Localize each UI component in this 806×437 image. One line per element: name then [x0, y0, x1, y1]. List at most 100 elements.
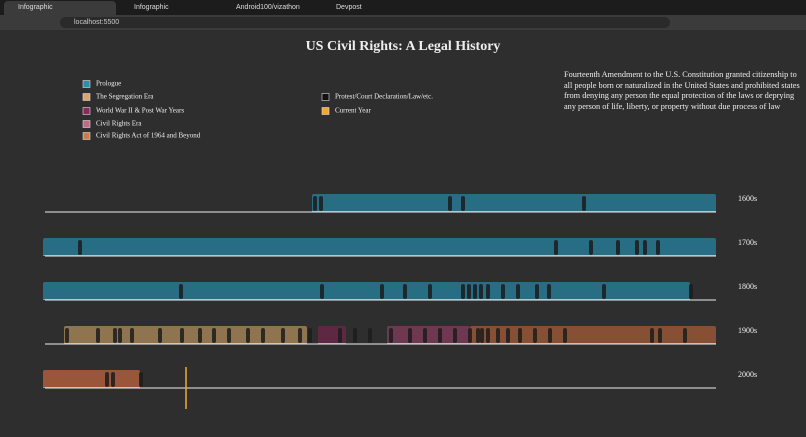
event-marker	[368, 328, 372, 343]
event-marker	[468, 328, 472, 343]
event-marker	[319, 196, 323, 211]
legend-label: Current Year	[335, 107, 371, 115]
event-marker	[602, 284, 606, 299]
event-marker	[261, 328, 265, 343]
event-marker	[486, 328, 490, 343]
event-marker	[473, 284, 477, 299]
event-marker	[563, 328, 567, 343]
event-marker	[65, 328, 69, 343]
event-marker	[453, 328, 457, 343]
era-bar	[387, 326, 470, 344]
event-marker	[689, 284, 693, 299]
event-marker	[448, 196, 452, 211]
event-marker	[180, 328, 184, 343]
event-marker	[516, 284, 520, 299]
event-marker	[506, 328, 510, 343]
event-marker	[461, 196, 465, 211]
legend-swatch	[82, 93, 91, 101]
event-marker	[158, 328, 162, 343]
legend-swatch	[321, 107, 330, 115]
row-label: 1900s	[738, 326, 757, 335]
tab[interactable]: Devpost	[336, 4, 362, 11]
event-marker	[298, 328, 302, 343]
legend-swatch	[82, 107, 91, 115]
tab[interactable]: Android100/vizathon	[236, 4, 300, 11]
event-marker	[179, 284, 183, 299]
event-marker	[428, 284, 432, 299]
era-bar	[43, 370, 140, 388]
event-marker	[281, 328, 285, 343]
event-marker	[139, 372, 143, 387]
event-marker	[496, 328, 500, 343]
row-label: 1800s	[738, 282, 757, 291]
event-marker	[656, 240, 660, 255]
url-field[interactable]: localhost:5500	[60, 17, 670, 28]
legend-swatch	[82, 132, 91, 140]
tab[interactable]: Infographic	[4, 1, 116, 15]
event-marker	[643, 240, 647, 255]
tab[interactable]: Infographic	[134, 4, 169, 11]
legend-label: The Segregation Era	[96, 93, 154, 101]
event-marker	[518, 328, 522, 343]
era-bar	[312, 194, 716, 212]
event-marker	[533, 328, 537, 343]
event-marker	[320, 284, 324, 299]
event-marker	[479, 284, 483, 299]
event-marker	[96, 328, 100, 343]
event-marker	[548, 328, 552, 343]
event-marker	[635, 240, 639, 255]
legend-label: Prologue	[96, 80, 121, 88]
event-marker	[78, 240, 82, 255]
event-marker	[308, 328, 312, 343]
event-marker	[113, 328, 117, 343]
tab-bar: Infographic Infographic Android100/vizat…	[0, 0, 806, 15]
event-marker	[589, 240, 593, 255]
row-label: 2000s	[738, 370, 757, 379]
event-marker	[198, 328, 202, 343]
event-marker	[650, 328, 654, 343]
event-marker	[438, 328, 442, 343]
event-marker	[658, 328, 662, 343]
event-marker	[130, 328, 134, 343]
event-marker	[353, 328, 357, 343]
event-marker	[582, 196, 586, 211]
event-marker	[118, 328, 122, 343]
row-label: 1600s	[738, 194, 757, 203]
legend-label: Civil Rights Act of 1964 and Beyond	[96, 132, 201, 140]
address-bar: localhost:5500	[0, 15, 806, 30]
event-marker	[408, 328, 412, 343]
era-bar	[43, 282, 690, 300]
legend-swatch	[82, 80, 91, 88]
event-marker	[403, 284, 407, 299]
event-marker	[212, 328, 216, 343]
event-marker	[486, 284, 490, 299]
event-marker	[535, 284, 539, 299]
event-marker	[501, 284, 505, 299]
event-marker	[547, 284, 551, 299]
event-marker	[227, 328, 231, 343]
event-marker	[423, 328, 427, 343]
legend-swatch	[82, 120, 91, 128]
event-marker	[461, 284, 465, 299]
event-marker	[313, 196, 317, 211]
event-marker	[111, 372, 115, 387]
event-marker	[476, 328, 480, 343]
legend-label: Protest/Court Declaration/Law/etc.	[335, 93, 433, 101]
event-marker	[380, 284, 384, 299]
event-marker	[389, 328, 393, 343]
event-marker	[554, 240, 558, 255]
event-marker	[683, 328, 687, 343]
event-marker	[480, 328, 484, 343]
description: Fourteenth Amendment to the U.S. Constit…	[564, 70, 800, 111]
page-content: US Civil Rights: A Legal History Prologu…	[43, 39, 757, 409]
legend-label: World War II & Post War Years	[96, 107, 184, 115]
row-label: 1700s	[738, 238, 757, 247]
event-marker	[338, 328, 342, 343]
legend-swatch	[321, 93, 330, 101]
event-marker	[616, 240, 620, 255]
event-marker	[467, 284, 471, 299]
event-marker	[246, 328, 250, 343]
event-marker	[105, 372, 109, 387]
era-bar	[470, 326, 716, 344]
